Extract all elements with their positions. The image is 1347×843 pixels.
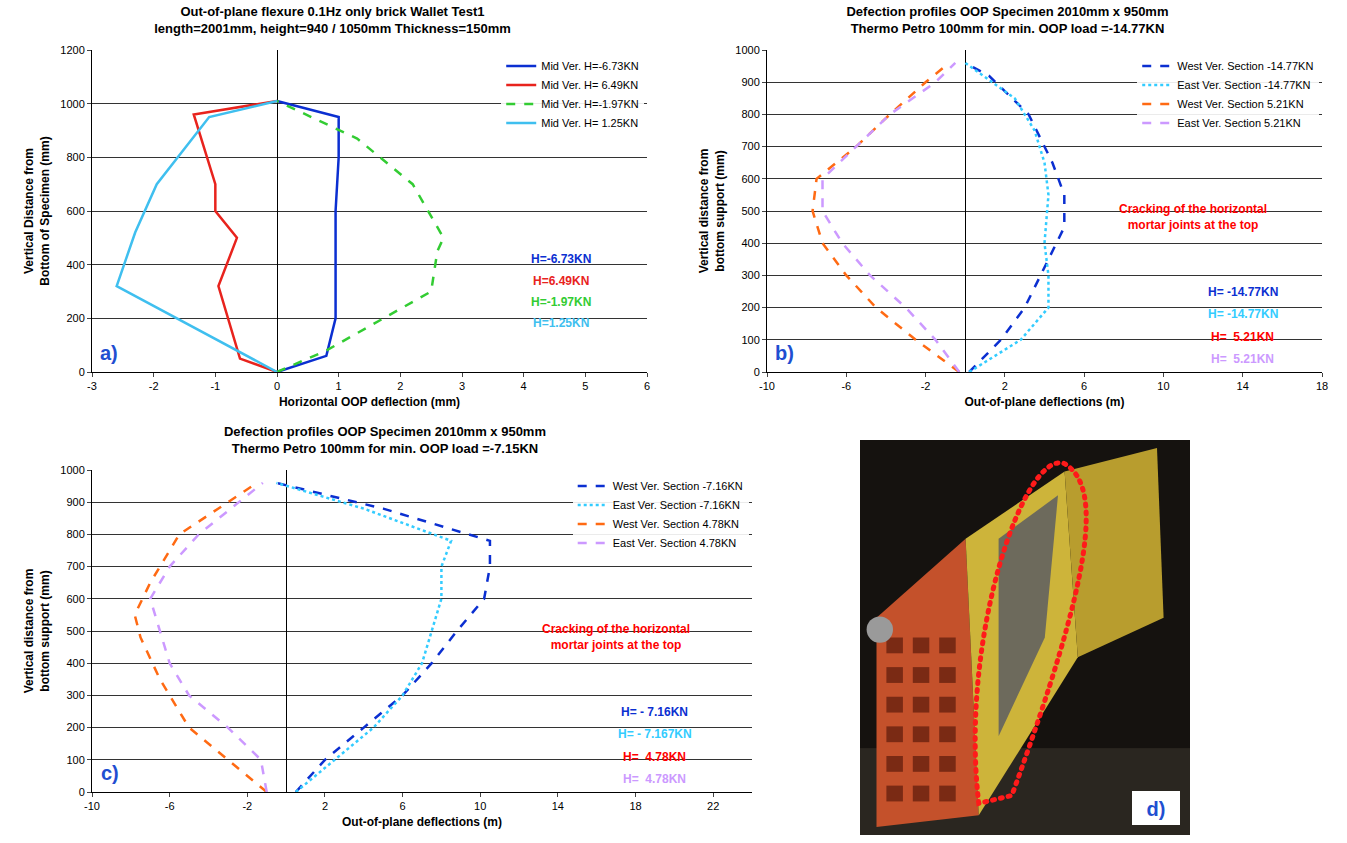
svg-text:-2: -2	[242, 800, 252, 812]
svg-text:-10: -10	[759, 380, 775, 392]
svg-text:H= 5.21KN: H= 5.21KN	[1211, 330, 1274, 344]
svg-text:600: 600	[66, 593, 84, 605]
svg-text:6: 6	[400, 800, 406, 812]
svg-text:-10: -10	[84, 800, 100, 812]
svg-text:H=-6.73KN: H=-6.73KN	[531, 252, 591, 266]
svg-text:18: 18	[629, 800, 641, 812]
svg-text:East Ver. Section 5.21KN: East Ver. Section 5.21KN	[1177, 117, 1301, 129]
svg-text:H=1.25KN: H=1.25KN	[533, 316, 589, 330]
svg-text:3: 3	[459, 380, 465, 392]
svg-text:-6: -6	[165, 800, 175, 812]
svg-text:1000: 1000	[60, 98, 84, 110]
svg-text:Out-of-plane deflections (m): Out-of-plane deflections (m)	[965, 395, 1125, 409]
svg-text:800: 800	[741, 108, 759, 120]
svg-text:700: 700	[741, 140, 759, 152]
svg-text:H= 5.21KN: H= 5.21KN	[1211, 352, 1274, 366]
svg-text:1000: 1000	[60, 464, 84, 476]
svg-text:-3: -3	[87, 380, 97, 392]
svg-text:H= - 7.167KN: H= - 7.167KN	[618, 727, 692, 741]
svg-text:2: 2	[1002, 380, 1008, 392]
svg-text:Defection profiles OOP Specime: Defection profiles OOP Specimen 2010mm x…	[224, 424, 546, 456]
svg-text:-6: -6	[841, 380, 851, 392]
svg-text:a): a)	[100, 342, 118, 364]
svg-text:0: 0	[754, 366, 760, 378]
svg-text:Horizontal OOP deflection (mm): Horizontal OOP deflection (mm)	[279, 395, 460, 409]
svg-text:14: 14	[552, 800, 564, 812]
svg-text:West Ver. Section 4.78KN: West Ver. Section 4.78KN	[613, 518, 739, 530]
svg-text:West Ver. Section 5.21KN: West Ver. Section 5.21KN	[1177, 98, 1303, 110]
svg-text:400: 400	[66, 259, 84, 271]
svg-text:c): c)	[101, 762, 119, 784]
svg-text:4: 4	[521, 380, 527, 392]
svg-text:East Ver. Section 4.78KN: East Ver. Section 4.78KN	[613, 537, 737, 549]
svg-text:Mid Ver. H=-1.97KN: Mid Ver. H=-1.97KN	[541, 98, 639, 110]
svg-text:6: 6	[644, 380, 650, 392]
svg-text:10: 10	[1157, 380, 1169, 392]
svg-text:600: 600	[741, 173, 759, 185]
svg-text:Vertical distance frombottom s: Vertical distance frombottom support (mm…	[697, 149, 727, 274]
svg-text:Out-of-plane deflections (m): Out-of-plane deflections (m)	[342, 815, 502, 829]
svg-text:H=6.49KN: H=6.49KN	[533, 274, 589, 288]
svg-text:0: 0	[79, 786, 85, 798]
svg-text:200: 200	[66, 312, 84, 324]
svg-text:500: 500	[741, 205, 759, 217]
svg-text:18: 18	[1316, 380, 1328, 392]
svg-text:0: 0	[79, 366, 85, 378]
svg-text:6: 6	[1081, 380, 1087, 392]
svg-text:Vertical distance frombottom s: Vertical distance frombottom support (mm…	[22, 569, 52, 694]
svg-text:1200: 1200	[60, 44, 84, 56]
svg-text:800: 800	[66, 528, 84, 540]
svg-text:100: 100	[66, 754, 84, 766]
svg-text:H= 4.78KN: H= 4.78KN	[623, 772, 686, 786]
svg-text:200: 200	[741, 301, 759, 313]
svg-text:200: 200	[66, 721, 84, 733]
svg-text:H= - 7.16KN: H= - 7.16KN	[621, 705, 688, 719]
svg-text:700: 700	[66, 560, 84, 572]
svg-text:1: 1	[336, 380, 342, 392]
svg-text:600: 600	[66, 205, 84, 217]
svg-text:300: 300	[741, 269, 759, 281]
svg-text:East Ver. Section -7.16KN: East Ver. Section -7.16KN	[613, 499, 740, 511]
svg-text:100: 100	[741, 334, 759, 346]
svg-text:5: 5	[582, 380, 588, 392]
svg-text:Cracking of the horizontalmort: Cracking of the horizontalmortar joints …	[1119, 202, 1267, 232]
svg-text:Mid Ver. H=-6.73KN: Mid Ver. H=-6.73KN	[541, 60, 639, 72]
svg-text:800: 800	[66, 151, 84, 163]
svg-text:500: 500	[66, 625, 84, 637]
svg-text:Vertical Distance fromBottom o: Vertical Distance fromBottom of Specimen…	[22, 136, 52, 285]
svg-text:West Ver. Section -7.16KN: West Ver. Section -7.16KN	[613, 480, 743, 492]
svg-text:-1: -1	[210, 380, 220, 392]
svg-text:Mid Ver. H= 1.25KN: Mid Ver. H= 1.25KN	[541, 117, 638, 129]
svg-text:Defection profiles OOP Specime: Defection profiles OOP Specimen 2010mm x…	[846, 4, 1168, 36]
svg-text:Cracking of the horizontalmort: Cracking of the horizontalmortar joints …	[542, 622, 690, 652]
svg-text:East Ver. Section -14.77KN: East Ver. Section -14.77KN	[1177, 79, 1310, 91]
svg-text:d): d)	[1147, 798, 1166, 820]
svg-text:400: 400	[66, 657, 84, 669]
svg-text:14: 14	[1237, 380, 1249, 392]
svg-text:-2: -2	[921, 380, 931, 392]
svg-text:b): b)	[775, 342, 794, 364]
svg-text:West Ver. Section -14.77KN: West Ver. Section -14.77KN	[1177, 60, 1313, 72]
svg-text:-2: -2	[149, 380, 159, 392]
svg-text:Out-of-plane flexure 0.1Hz onl: Out-of-plane flexure 0.1Hz only brick Wa…	[154, 4, 511, 36]
svg-text:1000: 1000	[735, 44, 759, 56]
svg-text:2: 2	[322, 800, 328, 812]
svg-text:900: 900	[66, 496, 84, 508]
svg-text:H=-1.97KN: H=-1.97KN	[531, 295, 591, 309]
svg-text:22: 22	[707, 800, 719, 812]
svg-text:300: 300	[66, 689, 84, 701]
svg-text:10: 10	[474, 800, 486, 812]
svg-text:0: 0	[274, 380, 280, 392]
svg-text:H= -14.77KN: H= -14.77KN	[1208, 285, 1278, 299]
svg-text:H= 4.78KN: H= 4.78KN	[623, 750, 686, 764]
svg-text:900: 900	[741, 76, 759, 88]
svg-text:Mid Ver. H= 6.49KN: Mid Ver. H= 6.49KN	[541, 79, 638, 91]
svg-text:400: 400	[741, 237, 759, 249]
svg-text:2: 2	[397, 380, 403, 392]
svg-text:H= -14.77KN: H= -14.77KN	[1208, 307, 1278, 321]
